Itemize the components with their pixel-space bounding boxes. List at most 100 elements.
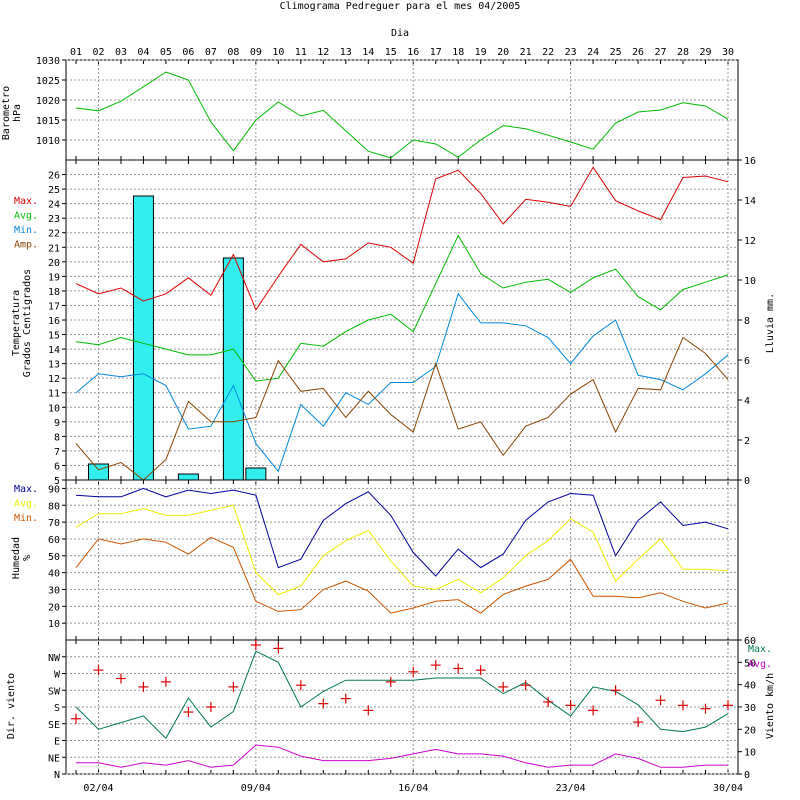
temperature-tick-label: 11 [48, 389, 60, 400]
rain-tick-label: 8 [744, 316, 750, 327]
day-label: 02 [92, 47, 104, 58]
day-label: 07 [205, 47, 217, 58]
humidity-min-line [75, 536, 729, 614]
temp-min-line [75, 292, 729, 473]
temp-max-line [75, 166, 729, 311]
temperature-tick-label: 9 [54, 418, 60, 429]
barometer-ylabel-line-2: hPa [12, 104, 23, 122]
wind-direction-marker [408, 666, 419, 677]
date-tick-label: 16/04 [398, 783, 428, 794]
wind-direction-marker [205, 702, 216, 712]
rain-tick-label: 12 [744, 236, 756, 247]
chart-title: Climograma Pedreguer para el mes 04/2005 [280, 1, 521, 12]
rain-bar [132, 195, 154, 481]
day-label: 30 [722, 47, 734, 58]
temperature-legend-avg: Avg. [14, 211, 38, 222]
wind-direction-marker [93, 665, 104, 676]
temperature-panel: Temperatura Grados Centigrados Lluvia mm… [11, 156, 776, 487]
wind-direction-ylabel: Dir. viento [6, 673, 17, 739]
day-label: 11 [295, 47, 307, 58]
temperature-tick-label: 8 [54, 432, 60, 443]
day-label: 08 [227, 47, 239, 58]
humidity-max-line [75, 487, 729, 577]
wind-speed-tick-label: 20 [744, 725, 756, 736]
day-label: 14 [362, 47, 374, 58]
humidity-tick-label: 10 [48, 619, 60, 630]
date-tick-label: 23/04 [556, 783, 586, 794]
barometer-ylabel-line-1: Barometro [1, 86, 12, 140]
wind-speed-tick-label: 30 [744, 703, 756, 714]
day-label: 20 [497, 47, 509, 58]
wind-direction-marker [588, 705, 599, 716]
date-tick-label: 09/04 [241, 783, 271, 794]
barometer-panel: Barometro hPa 1010 1015 1020 1025 1030 [1, 56, 739, 161]
wind-direction-marker [273, 643, 284, 654]
humidity-legend-max: Max. [14, 484, 38, 495]
humidity-ylabel-line-1: Humedad [11, 537, 22, 579]
day-label: 17 [430, 47, 442, 58]
wind-direction-marker [498, 681, 509, 692]
day-label: 10 [272, 47, 284, 58]
wind-direction-tick-label: SE [48, 720, 60, 731]
wind-speed-tick-label: 0 [744, 770, 750, 781]
barometer-tick-label: 1030 [36, 56, 60, 67]
wind-direction-marker [655, 695, 666, 706]
temp-amp-line [75, 336, 729, 481]
temperature-tick-label: 25 [48, 185, 60, 196]
humidity-ylabel-line-2: % [22, 555, 33, 561]
wind-direction-tick-label: E [54, 737, 60, 748]
wind-direction-tick-label: NW [48, 653, 61, 664]
day-label: 28 [677, 47, 689, 58]
wind-direction-tick-label: W [54, 670, 61, 681]
temperature-legend-min: Min. [14, 225, 38, 236]
rain-tick-label: 4 [744, 396, 750, 407]
temperature-tick-label: 24 [48, 200, 60, 211]
day-label: 16 [407, 47, 419, 58]
humidity-avg-line [75, 504, 729, 596]
barometer-tick-label: 1020 [36, 96, 60, 107]
temperature-tick-label: 16 [48, 316, 60, 327]
wind-direction-marker [250, 640, 261, 651]
wind-direction-tick-label: NE [48, 753, 60, 764]
pressure-line [75, 71, 729, 159]
wind-speed-tick-label: 10 [744, 748, 756, 759]
rain-tick-label: 0 [744, 476, 750, 487]
temperature-ylabel-line-1: Temperatura [11, 290, 22, 356]
humidity-tick-label: 30 [48, 585, 60, 596]
temperature-tick-label: 23 [48, 214, 60, 225]
wind-direction-marker [228, 681, 239, 692]
wind-direction-marker [475, 665, 486, 676]
wind-direction-tick-label: S [54, 703, 60, 714]
humidity-tick-label: 80 [48, 501, 60, 512]
humidity-tick-label: 20 [48, 602, 60, 613]
temperature-tick-label: 6 [54, 461, 60, 472]
temperature-tick-label: 26 [48, 171, 60, 182]
day-label: 19 [475, 47, 487, 58]
wind-direction-marker [183, 707, 194, 718]
day-label: 22 [542, 47, 554, 58]
wind-direction-marker [115, 673, 126, 684]
wind-direction-tick-label: SW [48, 686, 61, 697]
rain-bar [245, 467, 267, 481]
temperature-tick-label: 14 [48, 345, 60, 356]
date-tick-label: 30/04 [713, 783, 743, 794]
day-label: 21 [520, 47, 532, 58]
temperature-legend-amp: Amp. [14, 240, 38, 251]
top-axis-label: Dia [391, 28, 409, 39]
wind-direction-marker [723, 700, 733, 711]
temp-avg-line [75, 234, 729, 382]
rain-ylabel: Lluvia mm. [765, 293, 776, 353]
temperature-ylabel: Temperatura Grados Centigrados [11, 269, 33, 377]
day-label: 24 [587, 47, 599, 58]
wind-speed-tick-label: 40 [744, 681, 756, 692]
day-label: 27 [655, 47, 667, 58]
day-label: 29 [699, 47, 711, 58]
wind-speed-ylabel: Viento km/h [765, 673, 776, 739]
barometer-tick-label: 1025 [36, 76, 60, 87]
day-label: 09 [250, 47, 262, 58]
wind-legend-max: Max. [748, 644, 772, 655]
day-label: 12 [317, 47, 329, 58]
wind-speed-tick-label: 50 [744, 658, 756, 669]
humidity-tick-label: 60 [48, 535, 60, 546]
